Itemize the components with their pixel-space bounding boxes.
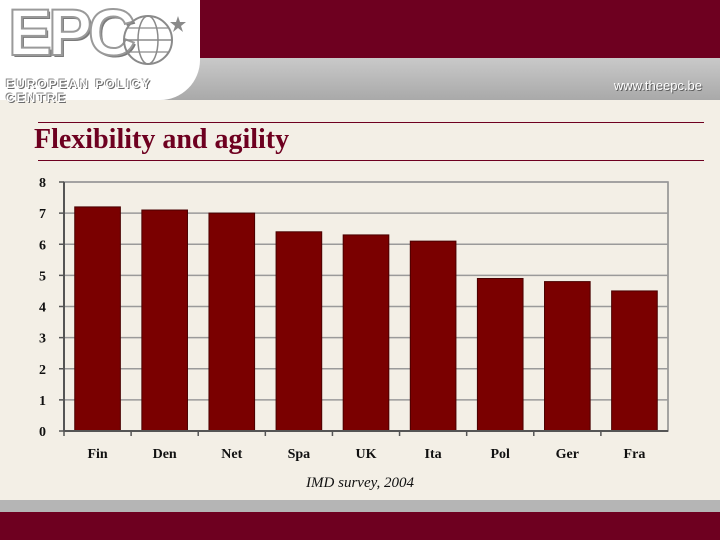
y-tick-label: 6 [39,238,46,253]
bar-net [208,212,256,432]
bar-den [141,209,188,432]
title-rule-top [38,122,704,123]
footer-grey-band [0,500,720,512]
x-tick-label: Ita [425,447,442,462]
logo-subtitle: EUROPEAN POLICY CENTRE [6,77,152,105]
logo-text: EPC [7,0,137,70]
y-tick-label: 5 [39,269,46,284]
globe-icon [123,15,186,65]
bar-uk [342,234,390,432]
bar-ita [409,240,457,432]
x-tick-label: Ger [556,447,579,462]
y-tick-label: 3 [39,332,46,347]
epc-logo: EPC EUROPEAN POLICY CENTRE [0,0,200,105]
bar-fin [74,206,121,432]
chart-caption: IMD survey, 2004 [306,475,414,491]
bar-fra [611,290,658,432]
star-icon [170,16,186,32]
footer-band [0,512,720,540]
x-tick-label: UK [356,447,377,462]
bar-pol [476,277,524,432]
y-tick-label: 7 [39,207,46,222]
y-tick-label: 8 [39,176,46,191]
bar-ger [544,281,591,432]
y-tick-label: 4 [39,301,46,316]
website-url: www.theepc.be [613,78,702,93]
x-tick-label: Fra [624,447,646,462]
y-tick-label: 2 [39,363,46,378]
x-tick-label: Spa [288,447,311,462]
slide-title: Flexibility and agility [34,124,290,155]
x-tick-label: Pol [490,447,510,462]
bar-chart: 0 1 2 3 4 5 6 7 8 Fin Den Net Spa UK Ita Pol Ger Fra [39,176,669,462]
x-tick-label: Den [153,447,177,462]
bar-spa [275,231,323,432]
x-tick-label: Net [221,447,242,462]
title-rule-bottom [38,160,704,161]
x-tick-label: Fin [87,447,107,462]
y-tick-label: 0 [39,425,46,440]
y-tick-label: 1 [39,394,46,409]
